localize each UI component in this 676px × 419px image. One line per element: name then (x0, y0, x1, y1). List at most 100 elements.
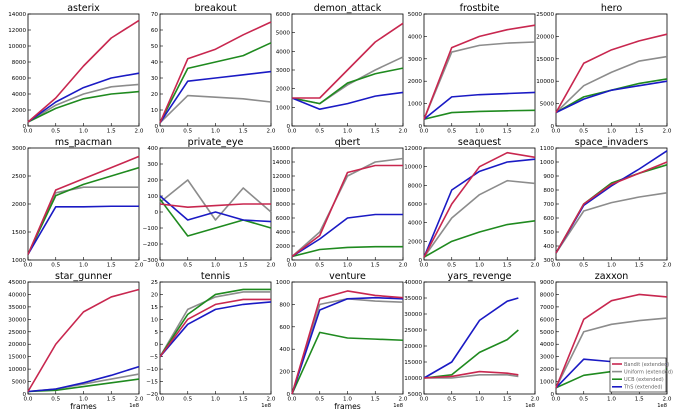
panel-title: breakout (194, 3, 236, 14)
x-tick-label: 1.5 (107, 129, 116, 135)
x-tick-label: 1.0 (211, 397, 220, 403)
series-line-ths (27, 72, 140, 123)
series-line-bandit (423, 151, 536, 258)
x-tick-label: 0.0 (288, 397, 297, 403)
series-line-ucb (291, 331, 404, 395)
y-tick-label: 12000 (272, 174, 290, 180)
x-tick-label: 0.0 (24, 397, 33, 403)
y-tick-label: 100 (147, 194, 158, 200)
y-tick-label: 5000 (276, 31, 291, 37)
y-tick-label: 5000 (540, 330, 555, 336)
panel-title: private_eye (188, 137, 244, 148)
x-tick-label: 1.0 (607, 129, 616, 135)
y-tick-label: 20000 (8, 342, 26, 348)
y-tick-label: 40000 (404, 280, 422, 286)
y-tick-label: 20 (151, 292, 159, 298)
series-line-uniform (159, 291, 271, 358)
y-tick-label: 0 (22, 392, 26, 398)
series-line-ucb (27, 90, 140, 123)
y-tick-label: 600 (279, 325, 290, 331)
y-tick-label: 4000 (276, 49, 291, 55)
x-tick-label: 0.0 (288, 129, 297, 135)
y-tick-label: 0 (286, 258, 290, 264)
x-tick-label: 2.0 (135, 397, 144, 403)
x-tick-label: 0.5 (183, 263, 192, 269)
panel-asterix: asterix 0 2000 4000 6000 8000 10000 12000 14000 0… (8, 3, 144, 135)
series-line-uniform (555, 317, 668, 389)
x-tick-label: 0.5 (315, 263, 324, 269)
x-tick-label: 1.0 (211, 263, 220, 269)
panel-title: hero (601, 3, 623, 14)
x-tick-label: 1.0 (79, 263, 88, 269)
x-tick-label: 1.5 (635, 397, 644, 403)
y-tick-label: −300 (143, 258, 159, 264)
y-tick-label: 6000 (540, 317, 555, 323)
panel-title: zaxxon (595, 271, 629, 282)
y-tick-label: 15000 (8, 355, 26, 361)
y-tick-label: 35000 (8, 305, 26, 311)
y-tick-label: 0 (154, 124, 158, 130)
y-tick-label: 300 (543, 258, 554, 264)
series-line-bandit (159, 203, 271, 208)
x-tick-label: 2.0 (399, 397, 408, 403)
x-axis-exponent: 1e8 (525, 403, 535, 409)
y-tick-label: 300 (147, 162, 158, 168)
y-tick-label: 0 (154, 210, 158, 216)
panel-demon_attack: demon_attack 0 1000 2000 3000 4000 5000 6000 0.0… (276, 3, 408, 135)
y-tick-label: −15 (146, 380, 158, 386)
y-tick-label: 0 (550, 392, 554, 398)
series-line-uniform (159, 179, 272, 221)
y-tick-label: 2000 (408, 79, 423, 85)
y-tick-label: 200 (279, 370, 290, 376)
series-line-bandit (27, 19, 140, 123)
y-tick-label: 1000 (540, 380, 555, 386)
panel-hero: hero 0 5000 10000 15000 20000 25000 0.0 0.5 1.0 1.… (536, 3, 672, 135)
panel-venture: venture 0 200 400 600 800 1000 0.0 0.5 1.0 1.5 2.0 f… (276, 271, 408, 411)
y-tick-label: 10 (151, 317, 159, 323)
x-tick-label: 0.0 (552, 397, 561, 403)
series-line-uniform (27, 83, 140, 123)
axes-frame (159, 13, 272, 127)
y-tick-label: 1000 (276, 280, 291, 286)
y-tick-label: 50 (151, 44, 159, 50)
series-line-ucb (159, 288, 271, 358)
y-tick-label: 1000 (408, 102, 423, 108)
axes-frame (555, 13, 668, 127)
panel-title: ms_pacman (55, 137, 112, 148)
series-line-uniform (159, 94, 272, 124)
x-tick-label: 1.5 (107, 263, 116, 269)
y-tick-label: 45000 (8, 280, 26, 286)
series-line-ths (159, 195, 272, 223)
y-tick-label: 25000 (404, 328, 422, 334)
panel-frostbite: frostbite 0 1000 2000 3000 4000 5000 0.0 0.5 1.0 1… (408, 3, 540, 135)
y-tick-label: 15000 (536, 57, 554, 63)
series-line-ucb (423, 109, 536, 121)
x-tick-label: 0.0 (552, 263, 561, 269)
y-tick-label: 12000 (404, 146, 422, 152)
panel-title: space_invaders (575, 137, 649, 148)
series-line-ths (291, 213, 403, 258)
y-tick-label: 700 (543, 202, 554, 208)
series-line-ucb (423, 220, 536, 258)
x-tick-label: 1.0 (475, 263, 484, 269)
x-tick-label: 0.0 (420, 397, 429, 403)
series-line-bandit (423, 370, 519, 379)
series-line-ths (291, 296, 404, 395)
legend-label-ths: ThS (extended) (623, 385, 663, 391)
panel-title: demon_attack (314, 3, 382, 14)
y-tick-label: 1000 (276, 105, 291, 111)
x-tick-label: 0.0 (156, 397, 165, 403)
series-line-bandit (159, 298, 271, 358)
y-tick-label: 2000 (276, 244, 291, 250)
series-line-ucb (291, 67, 404, 105)
axes-frame (291, 147, 404, 261)
series-line-bandit (291, 290, 404, 395)
y-tick-label: 0 (154, 342, 158, 348)
x-tick-label: 0.5 (51, 397, 60, 403)
x-tick-label: 2.0 (267, 263, 276, 269)
y-tick-label: 8000 (408, 183, 423, 189)
y-tick-label: 1100 (540, 146, 555, 152)
x-tick-label: 1.5 (371, 263, 380, 269)
x-tick-label: 2.0 (663, 397, 672, 403)
panel-title: star_gunner (55, 271, 112, 282)
